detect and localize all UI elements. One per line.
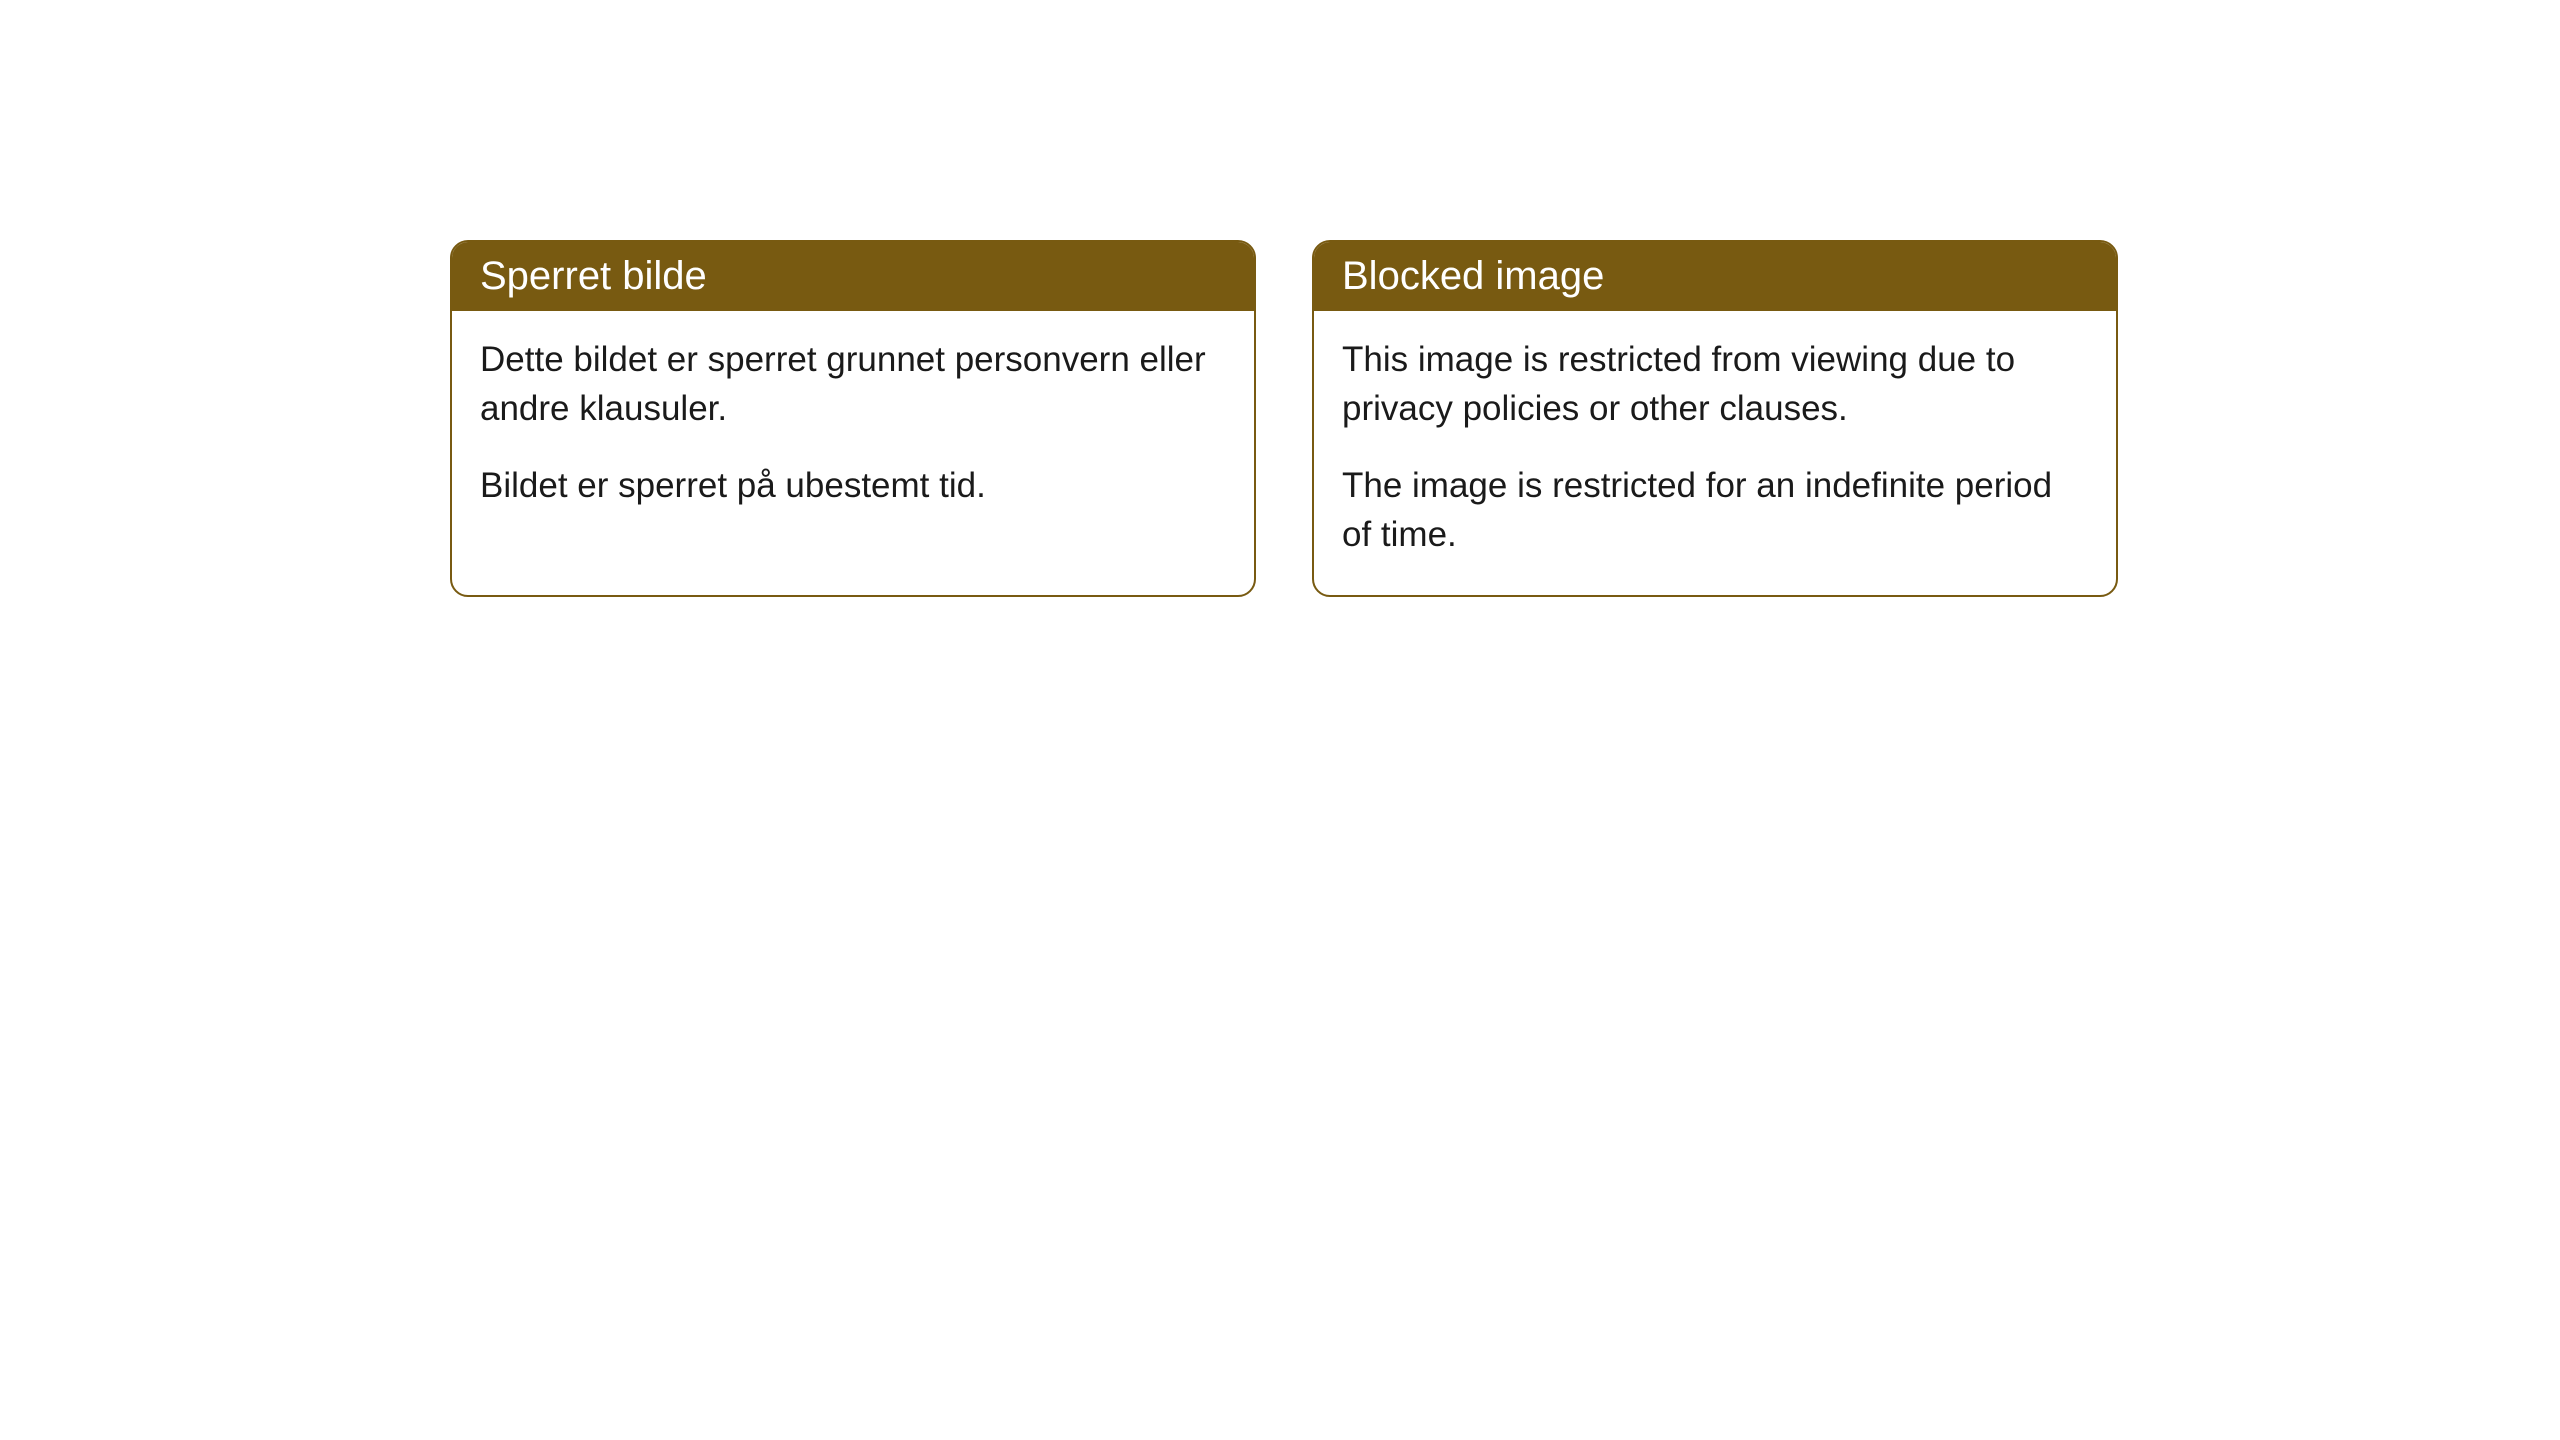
card-body-english: This image is restricted from viewing du… — [1314, 311, 2116, 595]
card-title: Blocked image — [1342, 254, 1604, 298]
blocked-image-card-english: Blocked image This image is restricted f… — [1312, 240, 2118, 597]
card-header-english: Blocked image — [1314, 242, 2116, 311]
card-header-norwegian: Sperret bilde — [452, 242, 1254, 311]
notice-cards-container: Sperret bilde Dette bildet er sperret gr… — [450, 240, 2118, 597]
card-paragraph-1: This image is restricted from viewing du… — [1342, 335, 2088, 433]
card-title: Sperret bilde — [480, 254, 707, 298]
blocked-image-card-norwegian: Sperret bilde Dette bildet er sperret gr… — [450, 240, 1256, 597]
card-paragraph-1: Dette bildet er sperret grunnet personve… — [480, 335, 1226, 433]
card-paragraph-2: Bildet er sperret på ubestemt tid. — [480, 461, 1226, 510]
card-body-norwegian: Dette bildet er sperret grunnet personve… — [452, 311, 1254, 546]
card-paragraph-2: The image is restricted for an indefinit… — [1342, 461, 2088, 559]
